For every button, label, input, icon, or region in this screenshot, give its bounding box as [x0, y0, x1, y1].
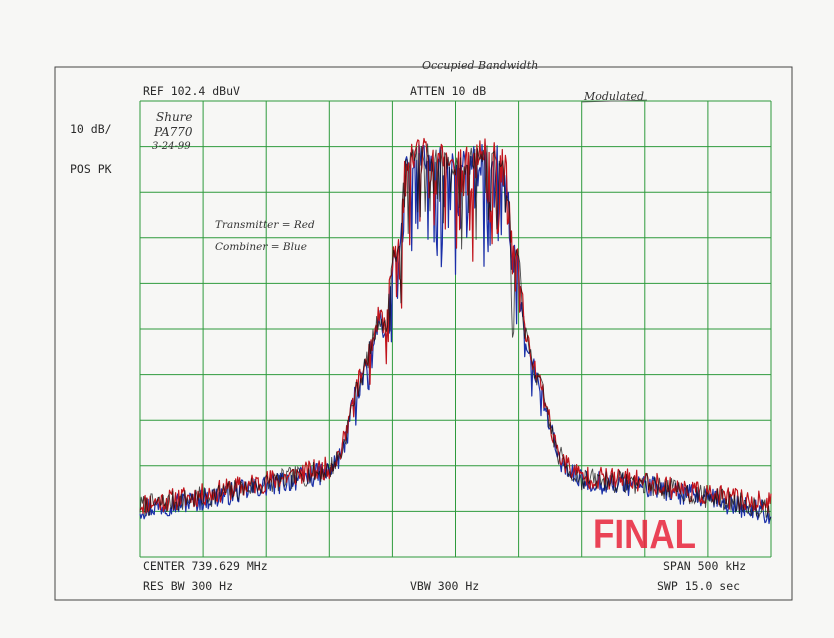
span-label: SPAN 500 kHz	[663, 559, 746, 573]
mode-underline	[581, 99, 648, 103]
resolution-bandwidth-label: RES BW 300 Hz	[143, 579, 233, 593]
page-frame	[54, 66, 793, 601]
scale-label: 10 dB/	[70, 122, 112, 136]
handwritten-device-model: PA770	[153, 125, 193, 139]
legend-combiner-label: Combiner = Blue	[215, 241, 307, 253]
overlap-trace	[139, 143, 772, 521]
detector-label: POS PK	[70, 162, 112, 176]
trace-group	[139, 137, 772, 525]
handwritten-mode: Modulated	[583, 90, 644, 103]
center-frequency-label: CENTER 739.629 MHz	[143, 559, 268, 573]
legend-transmitter-label: Transmitter = Red	[215, 219, 315, 231]
handwritten-device-brand: Shure	[156, 110, 193, 124]
video-bandwidth-label: VBW 300 Hz	[410, 579, 479, 593]
attenuation-label: ATTEN 10 dB	[410, 84, 486, 98]
sweep-time-label: SWP 15.0 sec	[657, 579, 740, 593]
handwritten-title: Occupied Bandwidth	[422, 59, 538, 72]
graticule	[139, 100, 772, 558]
handwritten-date: 3-24-99	[152, 141, 191, 152]
final-stamp: FINAL	[593, 511, 696, 557]
ref-level-label: REF 102.4 dBuV	[143, 84, 240, 98]
